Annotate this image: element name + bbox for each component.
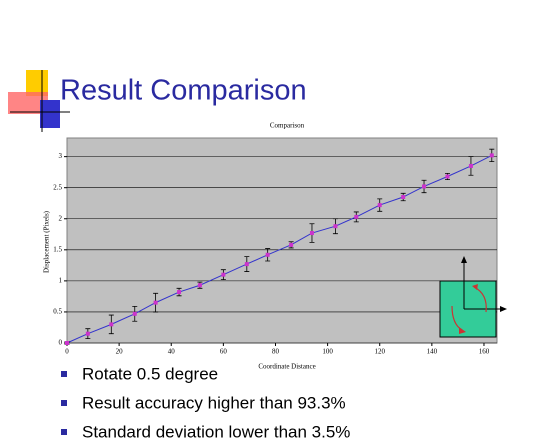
data-point [85,331,90,336]
y-tick-label: 2.5 [53,183,62,191]
data-point [109,322,114,327]
data-point [289,242,294,247]
data-point [153,300,158,305]
y-tick-label: 0 [59,339,63,347]
x-tick-label: 100 [322,348,333,356]
inset-arrow [500,306,507,312]
data-point [265,252,270,257]
x-tick-label: 0 [65,348,69,356]
data-point [445,174,450,179]
data-point [132,311,137,316]
x-tick-label: 120 [374,348,385,356]
data-point [244,262,249,267]
data-point [177,290,182,295]
y-tick-label: 1.5 [53,245,62,253]
bullets: Rotate 0.5 degree Result accuracy higher… [61,364,350,441]
bullet: Standard deviation lower than 3.5% [82,422,350,441]
data-point [468,163,473,168]
x-tick-label: 40 [168,348,176,356]
y-tick-label: 3 [59,152,63,160]
x-tick-label: 140 [427,348,438,356]
x-axis-label: Coordinate Distance [258,363,315,371]
inset-diagram [439,256,507,338]
x-tick-label: 160 [479,348,490,356]
y-tick-label: 0.5 [53,308,62,316]
bullet-marker [61,400,67,406]
x-tick-label: 60 [220,348,228,356]
y-tick-label: 1 [59,276,63,284]
slide-title: Result Comparison [60,75,307,107]
x-tick-label: 20 [116,348,124,356]
bullet-marker [61,429,67,435]
inset-arrow [459,327,466,334]
y-tick-label: 2 [59,214,63,222]
chart-title: Comparison [270,122,305,130]
data-point [377,203,382,208]
data-point [197,283,202,288]
bullet: Rotate 0.5 degree [82,364,218,383]
data-point [489,153,494,158]
deco-red [8,92,48,114]
data-point [401,195,406,200]
x-tick-label: 80 [272,348,280,356]
data-point [65,341,69,345]
data-point [309,231,314,236]
inset-arrow [472,284,478,290]
y-axis-label: Displacement (Pixels) [43,210,51,273]
data-point [221,272,226,277]
data-point [354,214,359,219]
plot-area [66,137,498,344]
deco-blue [40,100,60,128]
bullet: Result accuracy higher than 93.3% [82,393,346,412]
inset-arrow [461,256,467,263]
chart: Comparison Coordinate Distance Displacem… [43,122,498,371]
data-point [422,184,427,189]
data-line [66,154,493,344]
data-point [333,224,338,229]
bullet-marker [61,371,67,377]
